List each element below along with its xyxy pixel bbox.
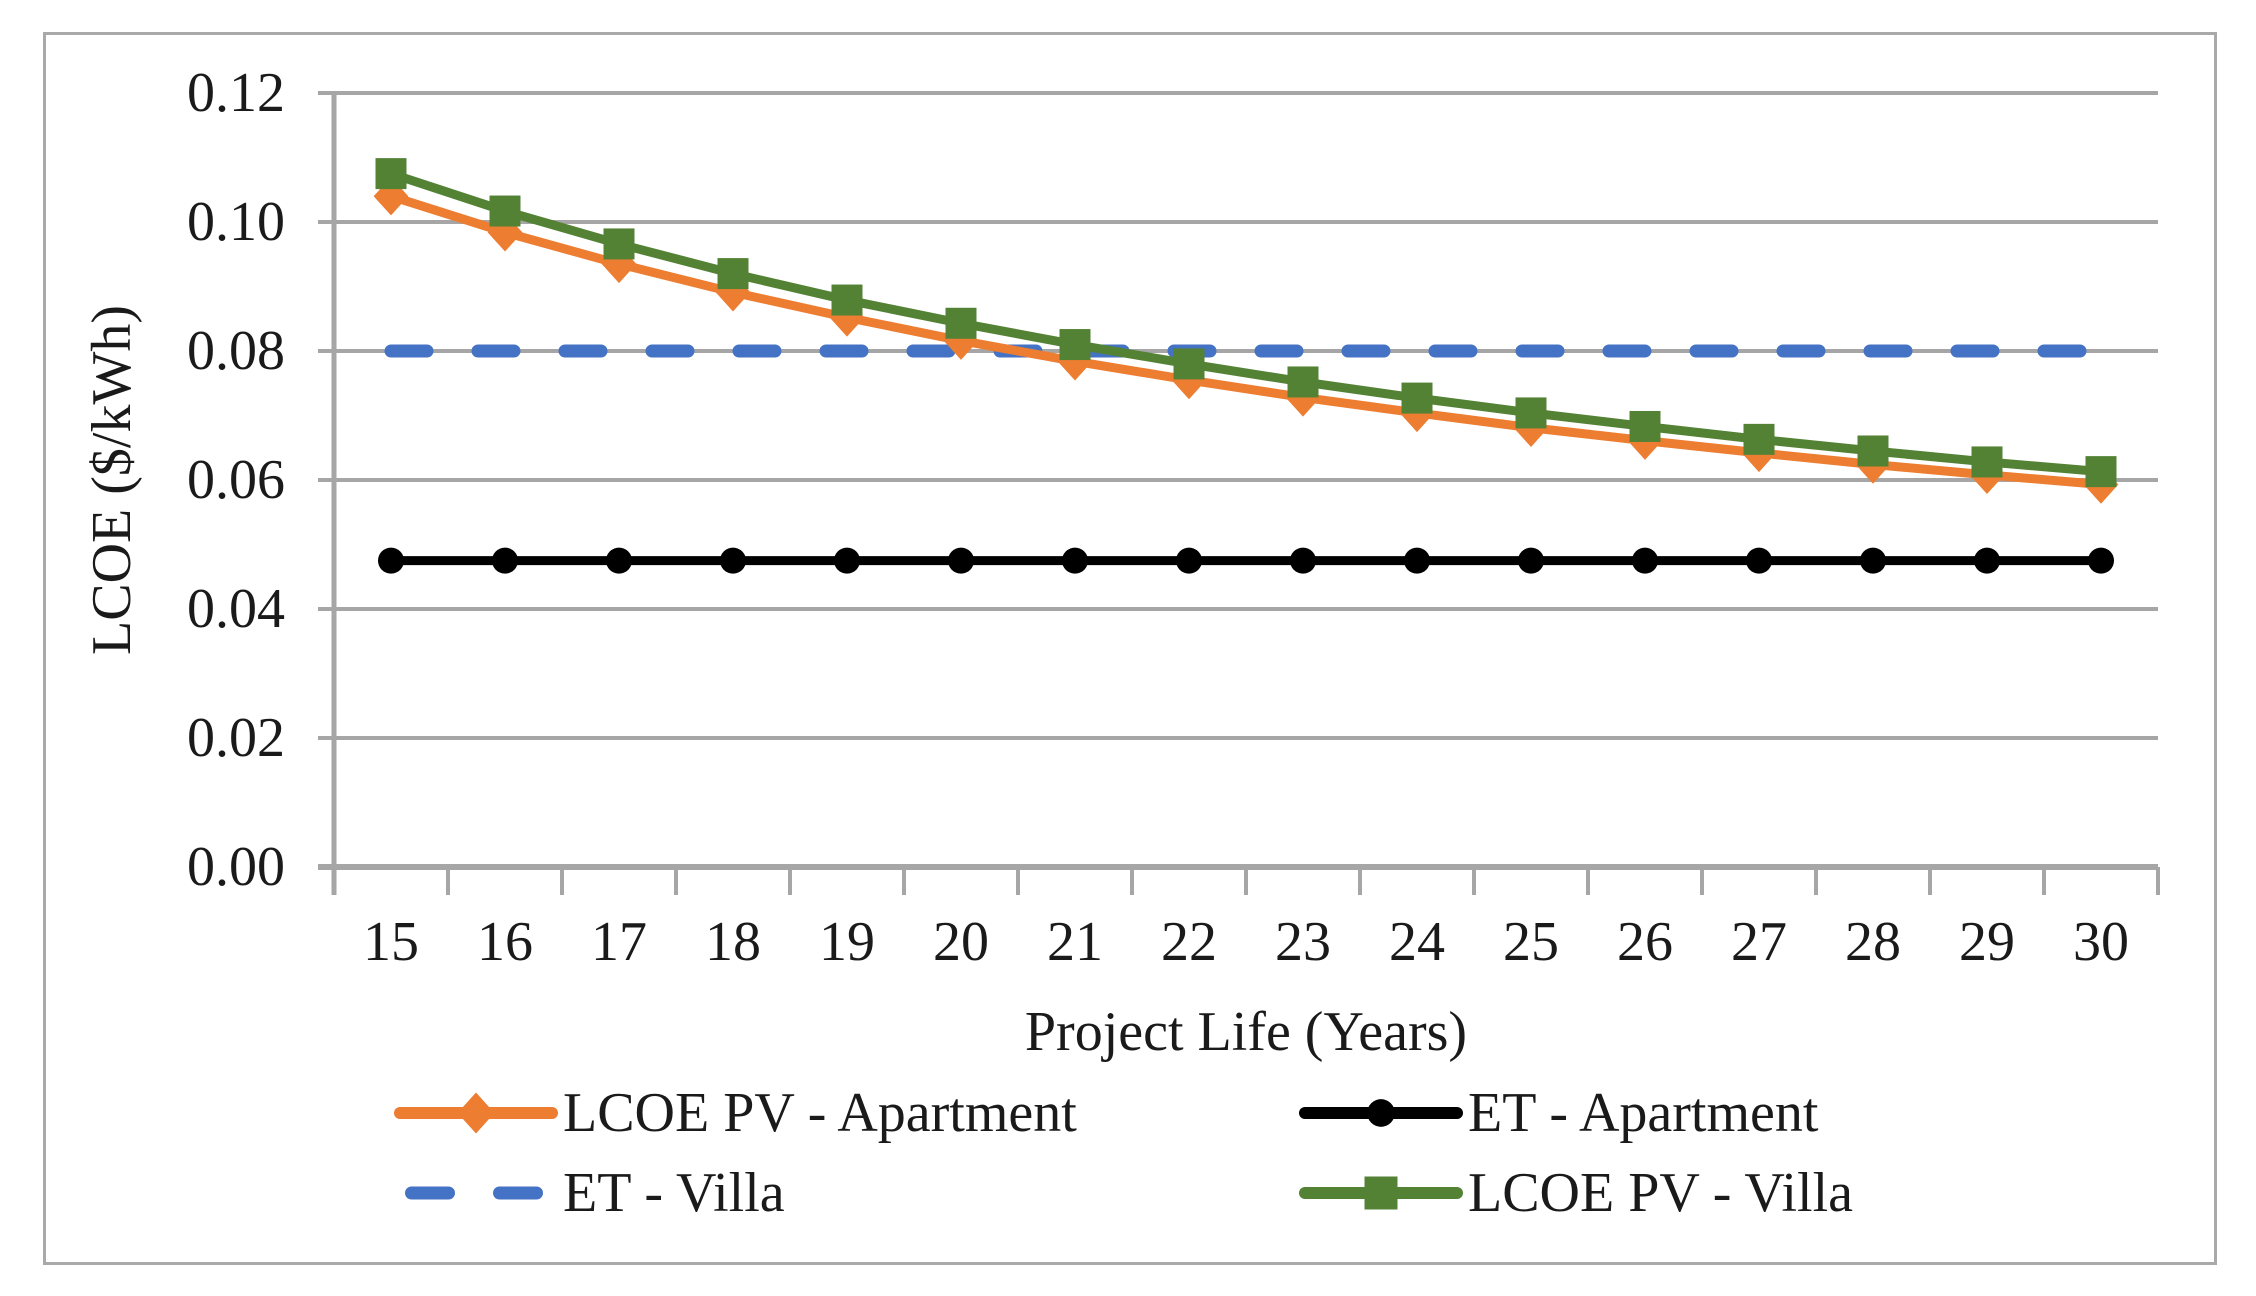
square-marker — [1515, 397, 1547, 429]
legend-dash — [493, 1186, 543, 1200]
series-lcoe_pv_apartment — [373, 176, 2119, 504]
square-marker — [1364, 1176, 1398, 1210]
figure-border — [43, 32, 2217, 1265]
y-tick-label: 0.00 — [187, 836, 285, 898]
legend-dash — [405, 1186, 455, 1200]
legend-label: ET - Apartment — [1468, 1082, 1819, 1144]
x-axis-title: Project Life (Years) — [1025, 1001, 1467, 1063]
series-line-lcoe_pv_villa — [389, 169, 2102, 477]
series-et_apartment — [377, 547, 2115, 574]
x-tick-label: 18 — [705, 911, 761, 973]
series-line-lcoe_pv_apartment — [389, 191, 2102, 489]
axes — [331, 91, 2160, 895]
x-tick-label: 19 — [819, 911, 875, 973]
square-marker — [717, 258, 749, 290]
legend-label: ET - Villa — [563, 1162, 785, 1224]
circle-marker — [1061, 547, 1089, 574]
circle-marker — [1289, 547, 1317, 574]
y-tick-labels: 0.00 0.02 0.04 0.06 0.08 0.10 0.12 — [187, 62, 285, 898]
y-axis-title: LCOE ($/kWh) — [81, 305, 143, 655]
square-marker — [1743, 423, 1775, 455]
square-marker — [945, 307, 977, 339]
series-lines — [373, 158, 2119, 574]
circle-marker — [947, 547, 975, 574]
circle-marker — [377, 547, 405, 574]
legend-label: LCOE PV - Apartment — [563, 1082, 1077, 1144]
x-tick-label: 20 — [933, 911, 989, 973]
circle-marker — [1367, 1099, 1395, 1127]
square-marker — [603, 228, 635, 260]
circle-marker — [1859, 547, 1887, 574]
x-tick-label: 29 — [1959, 911, 2015, 973]
diamond-marker — [457, 1092, 495, 1134]
legend-item-et_villa: ET - Villa — [405, 1162, 785, 1224]
circle-marker — [491, 547, 519, 574]
x-tick-label: 26 — [1617, 911, 1673, 973]
square-marker — [489, 195, 521, 227]
x-tick-label: 21 — [1047, 911, 1103, 973]
y-tick-label: 0.04 — [187, 578, 285, 640]
x-tick-label: 15 — [363, 911, 419, 973]
square-marker — [1401, 382, 1433, 414]
gridlines — [318, 91, 2158, 870]
circle-marker — [833, 547, 861, 574]
y-tick-label: 0.06 — [187, 449, 285, 511]
square-marker — [1287, 366, 1319, 398]
square-marker — [1857, 435, 1889, 467]
x-tick-label: 28 — [1845, 911, 1901, 973]
diamond-marker — [829, 298, 865, 337]
circle-marker — [605, 547, 633, 574]
square-marker — [375, 158, 407, 190]
x-tick-label: 27 — [1731, 911, 1787, 973]
y-tick-label: 0.02 — [187, 707, 285, 769]
legend: LCOE PV - Apartment ET - Apartment ET - Vi… — [394, 1082, 1853, 1224]
square-marker — [1173, 348, 1205, 380]
circle-marker — [1631, 547, 1659, 574]
legend-label: LCOE PV - Villa — [1468, 1162, 1853, 1224]
legend-item-et_apartment: ET - Apartment — [1299, 1082, 1819, 1144]
y-tick-label: 0.10 — [187, 191, 285, 253]
y-tick-label: 0.08 — [187, 320, 285, 382]
x-tick-label: 23 — [1275, 911, 1331, 973]
square-marker — [831, 284, 863, 316]
circle-marker — [719, 547, 747, 574]
x-tick-label: 24 — [1389, 911, 1445, 973]
legend-item-lcoe_pv_villa: LCOE PV - Villa — [1299, 1162, 1853, 1224]
circle-marker — [1175, 547, 1203, 574]
x-tick-label: 25 — [1503, 911, 1559, 973]
x-tick-label: 17 — [591, 911, 647, 973]
circle-marker — [1973, 547, 2001, 574]
x-tick-label: 30 — [2073, 911, 2129, 973]
circle-marker — [1517, 547, 1545, 574]
x-tick-label: 22 — [1161, 911, 1217, 973]
circle-marker — [1745, 547, 1773, 574]
square-marker — [1971, 446, 2003, 478]
circle-marker — [1403, 547, 1431, 574]
x-tick-labels: 15 16 17 18 19 20 21 22 23 24 25 26 27 28 29 30 — [363, 911, 2129, 973]
x-tick-label: 16 — [477, 911, 533, 973]
legend-item-lcoe_pv_apartment: LCOE PV - Apartment — [394, 1082, 1077, 1144]
square-marker — [2085, 456, 2117, 488]
square-marker — [1629, 410, 1661, 442]
square-marker — [1059, 329, 1091, 361]
series-lcoe_pv_villa — [375, 158, 2117, 488]
y-tick-label: 0.12 — [187, 62, 285, 124]
circle-marker — [2087, 547, 2115, 574]
